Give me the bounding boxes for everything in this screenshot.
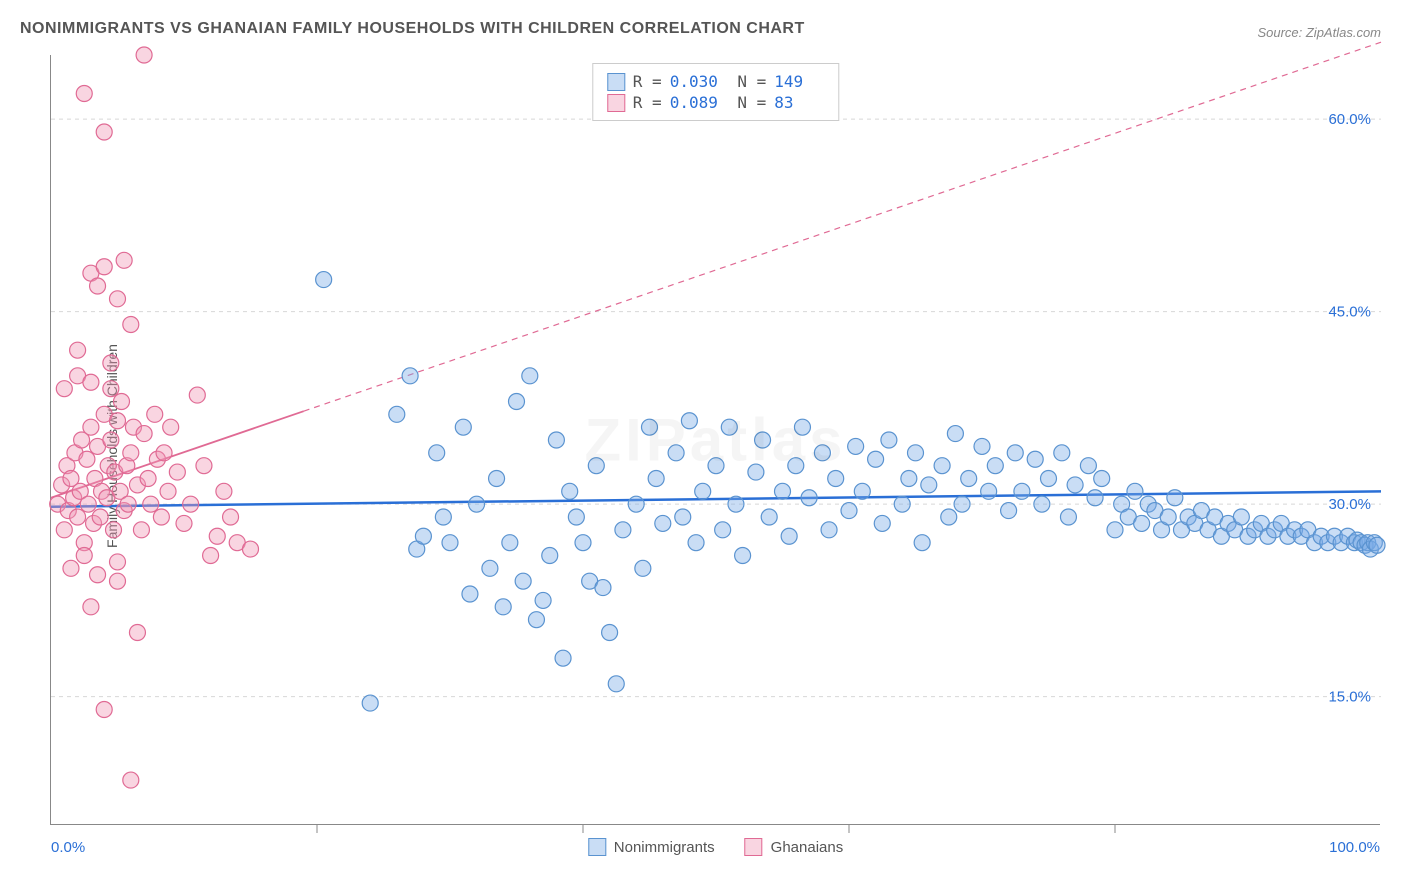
r-value-blue: 0.030 bbox=[670, 72, 720, 91]
svg-text:45.0%: 45.0% bbox=[1328, 304, 1371, 321]
svg-text:30.0%: 30.0% bbox=[1328, 496, 1371, 513]
source-attribution: Source: ZipAtlas.com bbox=[1257, 25, 1381, 40]
x-axis-min-label: 0.0% bbox=[51, 839, 85, 856]
series-legend: Nonimmigrants Ghanaians bbox=[588, 838, 843, 856]
swatch-pink bbox=[745, 838, 763, 856]
legend-label-ghanaians: Ghanaians bbox=[771, 839, 844, 856]
swatch-blue bbox=[607, 73, 625, 91]
n-label: N = bbox=[728, 93, 767, 112]
stats-legend: R = 0.030 N = 149 R = 0.089 N = 83 bbox=[592, 63, 839, 121]
legend-item-ghanaians: Ghanaians bbox=[745, 838, 844, 856]
stats-row-nonimmigrants: R = 0.030 N = 149 bbox=[607, 72, 824, 91]
r-label: R = bbox=[633, 72, 662, 91]
swatch-pink bbox=[607, 94, 625, 112]
svg-text:15.0%: 15.0% bbox=[1328, 689, 1371, 706]
svg-text:60.0%: 60.0% bbox=[1328, 111, 1371, 128]
n-value-pink: 83 bbox=[774, 93, 824, 112]
scatter-chart: 15.0% 30.0% 45.0% 60.0% bbox=[51, 55, 1381, 825]
x-axis-max-label: 100.0% bbox=[1329, 839, 1380, 856]
n-label: N = bbox=[728, 72, 767, 91]
legend-label-nonimmigrants: Nonimmigrants bbox=[614, 839, 715, 856]
n-value-blue: 149 bbox=[774, 72, 824, 91]
legend-item-nonimmigrants: Nonimmigrants bbox=[588, 838, 715, 856]
r-value-pink: 0.089 bbox=[670, 93, 720, 112]
r-label: R = bbox=[633, 93, 662, 112]
plot-area: ZIPatlas 15.0%30.0%45.0%60.0% R = 0.030 … bbox=[50, 55, 1380, 825]
chart-title: NONIMMIGRANTS VS GHANAIAN FAMILY HOUSEHO… bbox=[20, 20, 805, 38]
stats-row-ghanaians: R = 0.089 N = 83 bbox=[607, 93, 824, 112]
swatch-blue bbox=[588, 838, 606, 856]
